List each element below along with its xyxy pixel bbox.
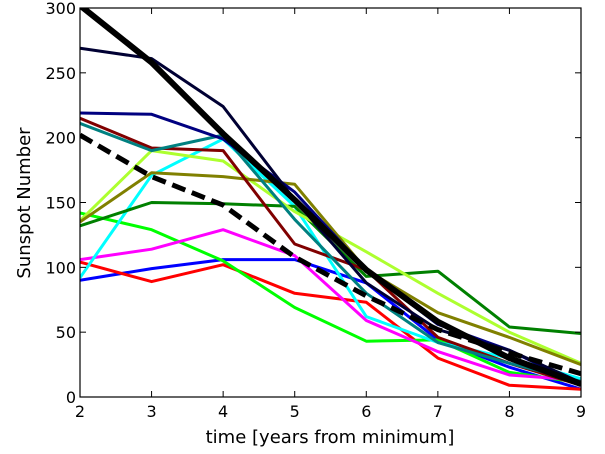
x-tick-label: 7 (433, 402, 443, 421)
y-tick-label: 150 (45, 194, 76, 213)
series-line-10 (80, 121, 581, 383)
x-tick-label: 2 (75, 402, 85, 421)
y-tick-label: 0 (66, 388, 76, 407)
y-tick-label: 300 (45, 0, 76, 18)
x-tick-label: 3 (146, 402, 156, 421)
series-line-9 (80, 116, 581, 387)
x-tick-label: 9 (576, 402, 586, 421)
series-line-14 (80, 132, 581, 377)
series-line-13 (80, 8, 581, 387)
series-line-8 (80, 171, 581, 367)
x-axis-label: time [years from minimum] (206, 427, 455, 448)
series-line-5 (80, 137, 581, 381)
x-tick-label: 5 (290, 402, 300, 421)
y-tick-label: 100 (45, 258, 76, 277)
x-tick-label: 8 (504, 402, 514, 421)
y-axis-label: Sunspot Number (14, 127, 35, 279)
y-tick-label: 50 (56, 323, 76, 342)
series-line-2 (80, 260, 581, 391)
series-line-1 (80, 258, 581, 391)
series-line-3 (80, 211, 581, 385)
tick-layer: 2 3 4 5 6 7 8 9 0 50 100 150 200 250 300 (45, 0, 586, 421)
y-tick-label: 250 (45, 64, 76, 83)
x-tick-label: 4 (218, 402, 228, 421)
x-tick-label: 6 (361, 402, 371, 421)
series-line-12 (80, 46, 581, 385)
y-tick-label: 200 (45, 129, 76, 148)
series-line-4 (80, 228, 581, 382)
series-layer (80, 8, 581, 391)
